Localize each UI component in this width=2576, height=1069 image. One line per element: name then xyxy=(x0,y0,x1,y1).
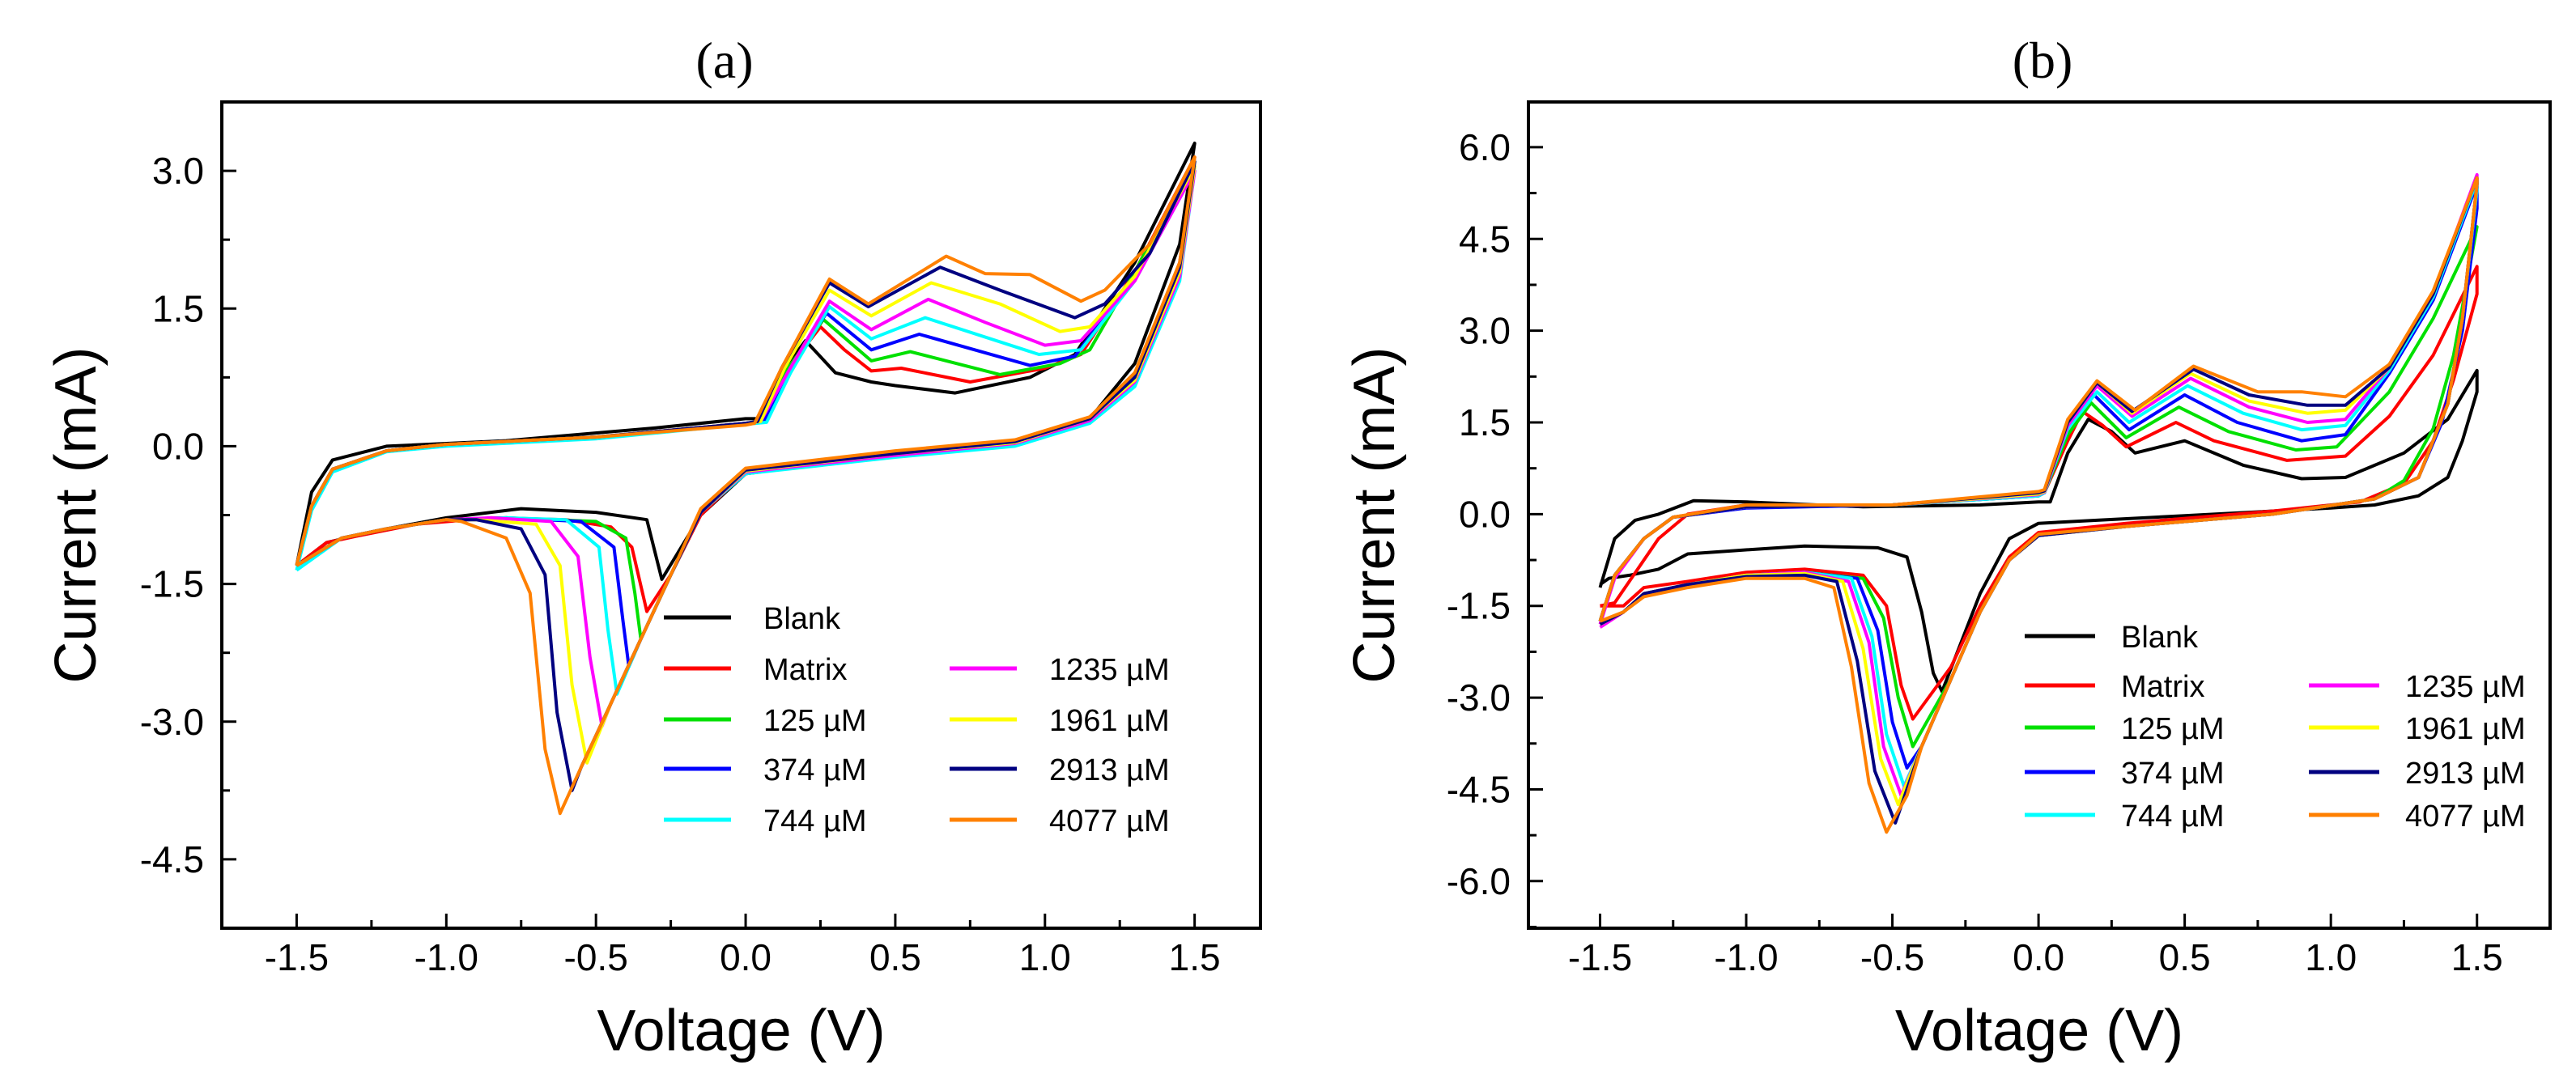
legend-item: 2913 µM xyxy=(2309,757,2526,791)
legend-label: Matrix xyxy=(2121,670,2204,704)
legend-item: 374 µM xyxy=(664,753,867,787)
legend-label: Matrix xyxy=(763,653,847,687)
series-line-0 xyxy=(1598,368,2479,694)
x-axis-label: Voltage (V) xyxy=(597,999,885,1063)
y-tick-label: 0.0 xyxy=(1459,493,1511,535)
y-tick-label: 4.5 xyxy=(1459,218,1511,260)
legend-label: 1235 µM xyxy=(2405,670,2526,704)
x-tick-label: -1.0 xyxy=(414,936,478,978)
y-axis-label: Current (mA) xyxy=(44,346,108,683)
series-line-2 xyxy=(1598,225,2479,749)
y-tick-label: 3.0 xyxy=(152,150,204,192)
y-tick-label: 1.5 xyxy=(152,287,204,329)
x-tick-label: -0.5 xyxy=(1860,936,1924,978)
legend-label: 374 µM xyxy=(2121,757,2225,791)
legend-item: 4077 µM xyxy=(950,804,1170,838)
x-tick-label: 0.0 xyxy=(720,936,772,978)
legend-label: 744 µM xyxy=(763,804,867,838)
x-tick-label: 1.0 xyxy=(2305,936,2357,978)
legend-item: 744 µM xyxy=(664,804,867,838)
legend-label: 125 µM xyxy=(2121,712,2225,746)
panel-title: (a) xyxy=(695,32,753,89)
legend-label: Blank xyxy=(763,602,841,636)
y-tick-label: -1.5 xyxy=(1447,585,1511,627)
legend-item: Blank xyxy=(2025,621,2199,655)
y-tick-label: -6.0 xyxy=(1447,860,1511,902)
legend-item: 4077 µM xyxy=(2309,800,2526,834)
series-line-0 xyxy=(295,142,1197,581)
panel-b: (b) -1.5 -1.0 -0.5 0.0 0.5 1.0 1.5 -6.0 -4.5 -3.0 -… xyxy=(1342,32,2552,1063)
panel-title: (b) xyxy=(2013,32,2073,89)
y-tick-label: 0.0 xyxy=(152,425,204,467)
legend-item: 2913 µM xyxy=(950,753,1170,787)
legend: Blank Matrix 125 µM 374 µM 744 µM 1235 µM 1961… xyxy=(664,602,1170,838)
legend-item: Matrix xyxy=(664,653,847,687)
legend-item: 1235 µM xyxy=(950,653,1170,687)
y-tick-label: -4.5 xyxy=(140,838,204,880)
x-axis-label: Voltage (V) xyxy=(1895,999,2183,1063)
y-tick-label: -4.5 xyxy=(1447,768,1511,810)
series-line-3 xyxy=(295,164,1197,668)
legend-item: 1235 µM xyxy=(2309,670,2526,704)
series-line-2 xyxy=(295,159,1197,641)
x-tick-label: 0.0 xyxy=(2013,936,2064,978)
x-tick-label: -0.5 xyxy=(564,936,628,978)
x-tick-label: 0.5 xyxy=(2159,936,2211,978)
series-line-7 xyxy=(295,159,1197,792)
x-tick-label: 1.5 xyxy=(1169,936,1221,978)
legend-label: 2913 µM xyxy=(2405,757,2526,791)
series-line-8 xyxy=(1598,176,2479,834)
x-tick-label: -1.5 xyxy=(265,936,329,978)
x-tick-label: 1.5 xyxy=(2451,936,2503,978)
legend-item: Blank xyxy=(664,602,841,636)
legend-item: 744 µM xyxy=(2025,800,2225,834)
legend-label: 4077 µM xyxy=(1049,804,1170,838)
x-tick-label: -1.0 xyxy=(1714,936,1778,978)
legend-label: 2913 µM xyxy=(1049,753,1170,787)
y-tick-label: -1.5 xyxy=(140,563,204,605)
legend-item: 125 µM xyxy=(664,704,867,738)
legend-item: 374 µM xyxy=(2025,757,2225,791)
legend-label: Blank xyxy=(2121,621,2199,655)
legend-label: 744 µM xyxy=(2121,800,2225,834)
panel-a: (a) -1.5 -1.0 -0.5 0.0 0.5 1.0 1.5 -4.5 -3.0 -1.5 0… xyxy=(44,32,1262,1063)
series-line-8 xyxy=(295,155,1197,816)
series-line-4 xyxy=(295,169,1197,696)
series-line-1 xyxy=(295,155,1197,613)
legend-label: 1961 µM xyxy=(1049,704,1170,738)
y-axis-label: Current (mA) xyxy=(1342,346,1407,683)
y-tick-label: 6.0 xyxy=(1459,126,1511,168)
legend-item: 125 µM xyxy=(2025,712,2225,746)
y-tick-label: 3.0 xyxy=(1459,310,1511,352)
legend-label: 374 µM xyxy=(763,753,867,787)
x-tick-label: -1.5 xyxy=(1568,936,1632,978)
x-tick-label: 0.5 xyxy=(869,936,921,978)
legend-item: 1961 µM xyxy=(2309,712,2526,746)
series-line-5 xyxy=(1598,172,2479,797)
legend-label: 4077 µM xyxy=(2405,800,2526,834)
y-tick-label: -3.0 xyxy=(140,701,204,743)
legend-item: Matrix xyxy=(2025,670,2204,704)
y-tick-label: 1.5 xyxy=(1459,401,1511,443)
legend-label: 125 µM xyxy=(763,704,867,738)
legend-label: 1961 µM xyxy=(2405,712,2526,746)
series-line-4 xyxy=(1598,179,2479,788)
x-tick-label: 1.0 xyxy=(1019,936,1071,978)
y-tick-label: -3.0 xyxy=(1447,677,1511,719)
legend-label: 1235 µM xyxy=(1049,653,1170,687)
legend: Blank Matrix 125 µM 374 µM 744 µM 1235 µM 1961… xyxy=(2025,621,2526,834)
legend-item: 1961 µM xyxy=(950,704,1170,738)
